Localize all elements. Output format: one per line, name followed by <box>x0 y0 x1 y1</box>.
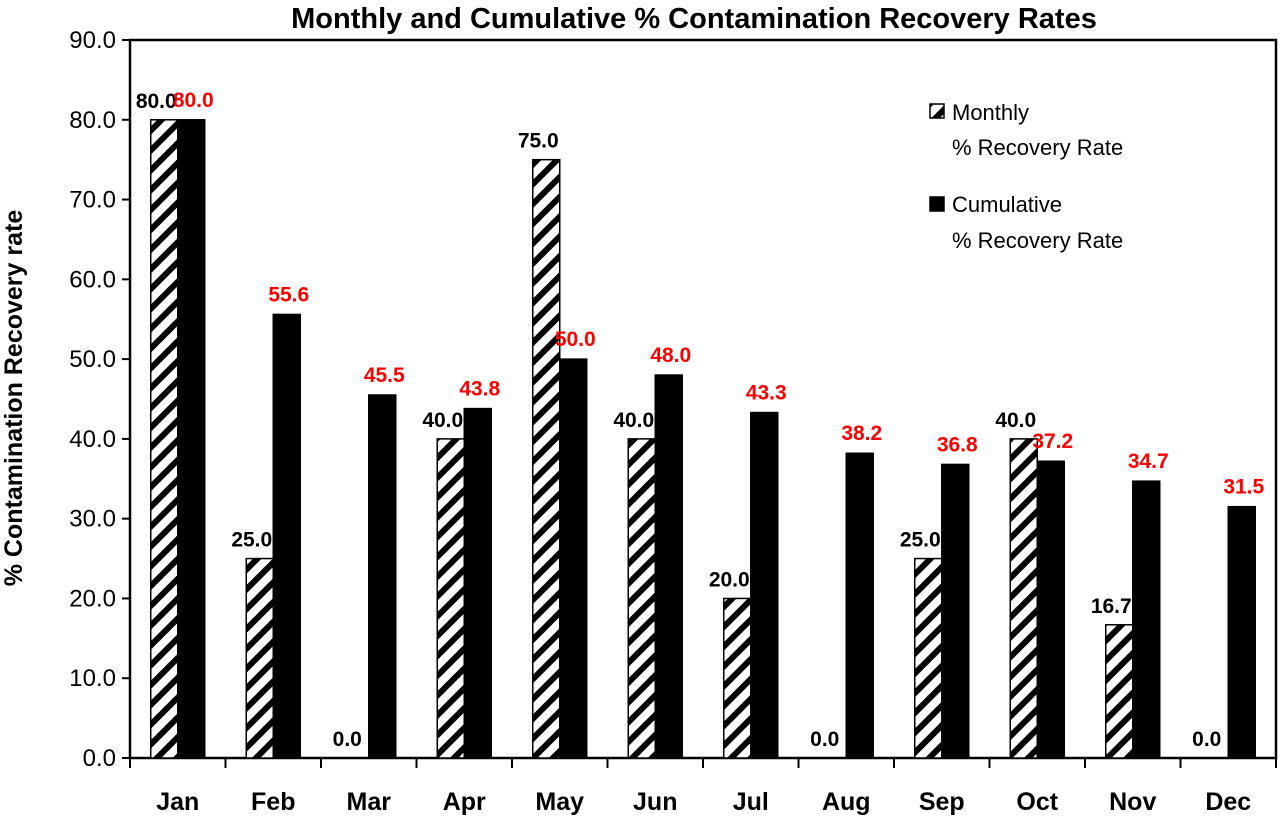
data-label-cumulative: 48.0 <box>650 344 691 367</box>
data-label-cumulative: 34.7 <box>1128 450 1169 473</box>
data-label-cumulative: 80.0 <box>173 89 214 112</box>
legend-swatch-cumulative <box>929 196 945 212</box>
data-label-cumulative: 45.5 <box>364 364 405 387</box>
legend-label-cumulative-line2: % Recovery Rate <box>952 228 1123 253</box>
x-tick-label: Sep <box>919 788 965 816</box>
bar-cumulative <box>1132 480 1161 759</box>
bar-cumulative <box>941 463 970 759</box>
y-tick-label: 70.0 <box>69 187 116 214</box>
bar-cumulative <box>1036 460 1065 759</box>
x-tick-label: Feb <box>251 788 295 816</box>
legend-swatch-monthly <box>929 103 945 119</box>
y-tick-label: 20.0 <box>69 585 116 612</box>
x-tick-label: Apr <box>443 788 486 816</box>
bar-cumulative <box>750 411 779 759</box>
bar-monthly <box>1105 624 1134 759</box>
data-label-monthly: 40.0 <box>613 409 654 432</box>
data-label-monthly: 0.0 <box>1192 728 1221 751</box>
data-label-cumulative: 37.2 <box>1032 430 1073 453</box>
y-tick-label: 60.0 <box>69 266 116 293</box>
legend-label-monthly-line2: % Recovery Rate <box>952 135 1123 160</box>
bar-cumulative <box>845 452 874 759</box>
x-tick-label: Nov <box>1109 788 1156 816</box>
bar-monthly <box>723 597 752 759</box>
data-label-monthly: 0.0 <box>333 728 362 751</box>
bar-monthly <box>1009 438 1038 759</box>
bar-cumulative <box>1227 505 1256 759</box>
chart-title: Monthly and Cumulative % Contamination R… <box>291 3 1097 35</box>
data-label-cumulative: 38.2 <box>841 422 882 445</box>
data-label-cumulative: 50.0 <box>555 328 596 351</box>
data-label-cumulative: 36.8 <box>937 433 978 456</box>
bar-cumulative <box>654 374 683 759</box>
data-label-monthly: 25.0 <box>900 529 941 552</box>
y-tick-label: 30.0 <box>69 506 116 533</box>
data-label-monthly: 80.0 <box>136 90 177 113</box>
legend-label-monthly: Monthly <box>952 100 1029 125</box>
data-label-cumulative: 43.3 <box>746 382 787 405</box>
y-tick-label: 80.0 <box>69 107 116 134</box>
x-tick-label: Jul <box>733 788 769 816</box>
legend-label-cumulative: Cumulative <box>952 192 1062 217</box>
x-tick-label: Jan <box>156 788 199 816</box>
data-label-monthly: 40.0 <box>995 409 1036 432</box>
bar-monthly <box>627 438 656 759</box>
bar-monthly <box>914 557 943 759</box>
data-label-cumulative: 31.5 <box>1223 476 1264 499</box>
bar-monthly <box>436 438 465 759</box>
x-tick-label: Jun <box>633 788 677 816</box>
x-tick-label: Mar <box>347 788 392 816</box>
data-label-cumulative: 43.8 <box>459 378 500 401</box>
y-tick-label: 10.0 <box>69 665 116 692</box>
y-tick-label: 90.0 <box>69 27 116 54</box>
bar-cumulative <box>272 313 301 759</box>
data-label-monthly: 75.0 <box>518 130 559 153</box>
x-tick-label: Oct <box>1016 788 1058 816</box>
bar-cumulative <box>368 394 397 759</box>
bar-monthly <box>150 119 179 759</box>
y-axis-label: % Contamination Recovery rate <box>0 210 28 587</box>
data-label-monthly: 40.0 <box>422 409 463 432</box>
y-tick-label: 50.0 <box>69 346 116 373</box>
bar-monthly <box>532 158 561 759</box>
y-tick-label: 0.0 <box>83 745 116 772</box>
x-tick-label: Dec <box>1205 788 1251 816</box>
bar-cumulative <box>559 358 588 759</box>
bar-cumulative <box>463 407 492 759</box>
y-tick-label: 40.0 <box>69 426 116 453</box>
data-label-monthly: 16.7 <box>1091 595 1132 618</box>
x-tick-label: May <box>535 788 584 816</box>
x-tick-label: Aug <box>822 788 871 816</box>
bar-monthly <box>245 557 274 759</box>
bar-cumulative <box>177 119 206 759</box>
data-label-monthly: 0.0 <box>810 728 839 751</box>
plot-area: 0.0 10.0 20.0 30.0 40.0 50.0 60.0 70.0 80.0 90.0 J… <box>69 27 1278 816</box>
data-label-monthly: 20.0 <box>709 568 750 591</box>
data-label-monthly: 25.0 <box>231 529 272 552</box>
data-label-cumulative: 55.6 <box>268 283 309 306</box>
